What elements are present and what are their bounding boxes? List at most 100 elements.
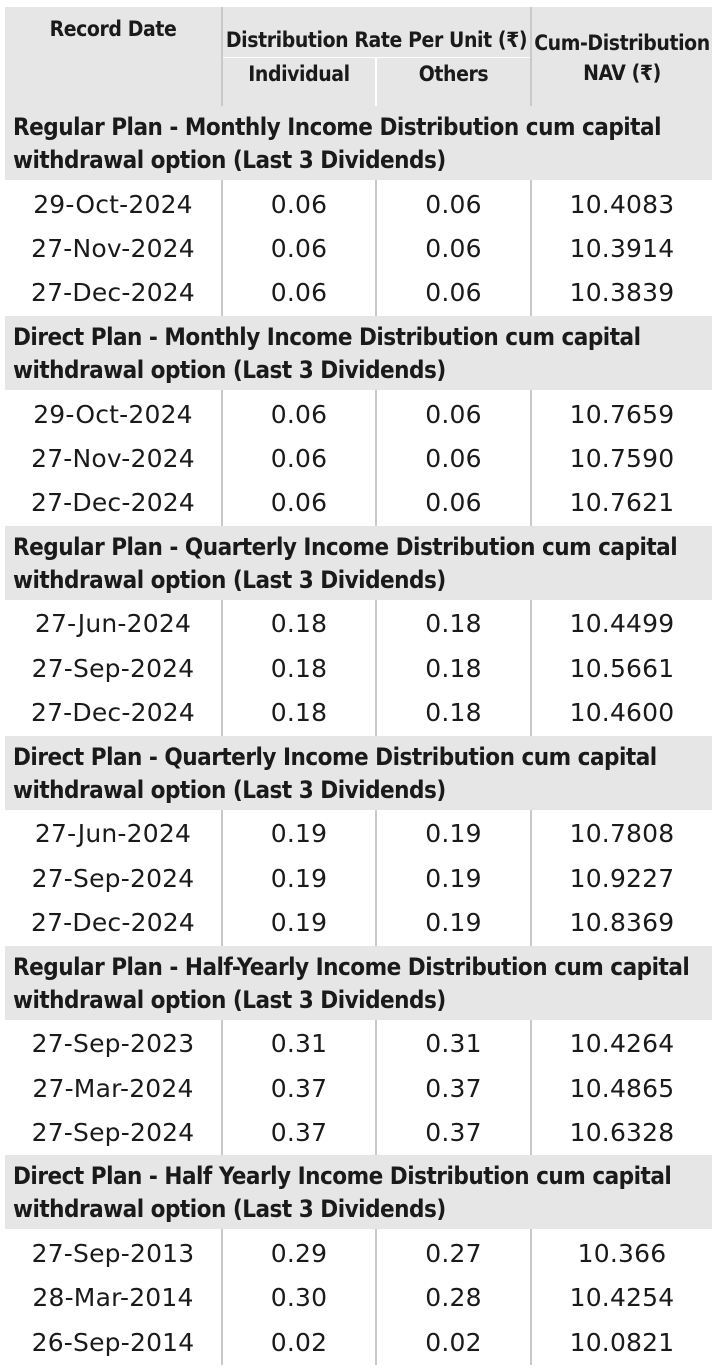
- individual-rate-cell: 0.06: [221, 480, 376, 526]
- table-row: 29-Oct-2024 0.06 0.06 10.4083: [5, 180, 712, 227]
- others-rate-cell: 0.28: [375, 1275, 531, 1321]
- cum-nav-cell: 10.5661: [530, 646, 712, 691]
- individual-rate-cell: 0.19: [221, 855, 376, 901]
- cum-nav-cell: 10.9227: [530, 855, 712, 901]
- table-row: 27-Sep-2013 0.29 0.27 10.366: [5, 1229, 712, 1276]
- record-date-cell: 27-Mar-2024: [32, 1073, 194, 1103]
- record-date-cell: 27-Jun-2024: [34, 609, 192, 639]
- cum-nav-cell: 10.4264: [530, 1019, 712, 1066]
- cum-nav-cell: 10.0821: [530, 1320, 712, 1366]
- cum-nav-cell: 10.7621: [530, 480, 712, 526]
- section-title: Regular Plan - Monthly Income Distributi…: [5, 106, 712, 180]
- section-title: Direct Plan - Quarterly Income Distribut…: [5, 735, 712, 810]
- table-row: 29-Oct-2024 0.06 0.06 10.7659: [5, 389, 712, 437]
- cum-nav-cell: 10.7659: [530, 389, 712, 437]
- others-rate-cell: 0.06: [375, 226, 531, 271]
- record-date-cell: 27-Sep-2024: [5, 1110, 222, 1156]
- individual-rate-cell: 0.06: [221, 180, 376, 227]
- others-rate-cell: 0.27: [375, 1229, 531, 1276]
- section-header-row: Regular Plan - Half-Yearly Income Distri…: [5, 945, 712, 1020]
- record-date-cell: 28-Mar-2014: [32, 1283, 194, 1313]
- individual-rate-cell: 0.06: [221, 226, 376, 271]
- record-date-cell: 27-Sep-2024: [31, 653, 195, 683]
- others-rate-cell: 0.06: [375, 480, 531, 526]
- record-date-cell: 29-Oct-2024: [33, 189, 193, 219]
- table-row: 27-Jun-2024 0.18 0.18 10.4499: [5, 599, 712, 647]
- individual-rate-cell: 0.06: [221, 436, 376, 481]
- others-rate-cell: 0.06: [375, 389, 531, 437]
- cum-nav-cell: 10.4499: [530, 599, 712, 647]
- cum-nav-cell: 10.8369: [530, 900, 712, 946]
- others-rate-cell: 0.06: [375, 436, 531, 481]
- record-date-cell: 27-Sep-2024: [31, 863, 195, 893]
- table-row: 27-Mar-2024 0.37 0.37 10.4865: [5, 1065, 712, 1111]
- individual-rate-cell: 0.19: [221, 809, 376, 856]
- cum-nav-cell: 10.4865: [530, 1065, 712, 1111]
- table-row: 27-Dec-2024 0.06 0.06 10.3839: [5, 270, 712, 316]
- others-rate-cell: 0.18: [375, 646, 531, 691]
- cum-nav-cell: 10.4254: [530, 1275, 712, 1321]
- others-rate-cell: 0.19: [375, 855, 531, 901]
- record-date-cell: 27-Dec-2024: [5, 480, 222, 526]
- record-date-cell: 27-Dec-2024: [5, 690, 222, 736]
- cum-nav-cell: 10.3914: [530, 226, 712, 271]
- section-header-row: Direct Plan - Monthly Income Distributio…: [5, 315, 712, 390]
- others-rate-cell: 0.19: [375, 809, 531, 856]
- cum-nav-cell: 10.4083: [530, 180, 712, 227]
- table-row: 27-Dec-2024 0.18 0.18 10.4600: [5, 690, 712, 736]
- individual-rate-cell: 0.37: [221, 1065, 376, 1111]
- record-date-header: Record Date: [5, 7, 222, 106]
- others-rate-cell: 0.37: [375, 1065, 531, 1111]
- cum-distribution-nav-header: Cum-Distribution NAV (₹): [530, 7, 712, 106]
- table-row: 27-Dec-2024 0.06 0.06 10.7621: [5, 480, 712, 526]
- cum-nav-cell: 10.6328: [530, 1110, 712, 1156]
- others-rate-cell: 0.19: [375, 900, 531, 946]
- record-date-cell: 27-Jun-2024: [34, 819, 192, 849]
- dividend-history-table: Record Date Distribution Rate Per Unit (…: [5, 7, 712, 1366]
- individual-rate-cell: 0.18: [221, 599, 376, 647]
- record-date-cell: 27-Sep-2023: [31, 1029, 195, 1059]
- individual-rate-cell: 0.18: [221, 646, 376, 691]
- table-row: 27-Nov-2024 0.06 0.06 10.3914: [5, 226, 712, 271]
- table-row: 26-Sep-2014 0.02 0.02 10.0821: [5, 1320, 712, 1366]
- table-row: 27-Nov-2024 0.06 0.06 10.7590: [5, 436, 712, 481]
- record-date-cell: 27-Dec-2024: [5, 270, 222, 316]
- record-date-cell: 27-Nov-2024: [31, 233, 195, 263]
- section-title: Direct Plan - Monthly Income Distributio…: [5, 315, 712, 390]
- others-rate-cell: 0.06: [375, 270, 531, 316]
- table-body: Regular Plan - Monthly Income Distributi…: [5, 106, 712, 1366]
- individual-header: Individual: [221, 57, 376, 106]
- individual-rate-cell: 0.06: [221, 270, 376, 316]
- individual-rate-cell: 0.37: [221, 1110, 376, 1156]
- cum-nav-header-line1: Cum-Distribution: [534, 30, 710, 55]
- record-date-cell: 29-Oct-2024: [33, 399, 193, 429]
- cum-nav-header-line2: NAV (₹): [583, 60, 661, 85]
- others-rate-cell: 0.06: [375, 180, 531, 227]
- section-header-row: Regular Plan - Monthly Income Distributi…: [5, 106, 712, 180]
- cum-nav-cell: 10.3839: [530, 270, 712, 316]
- table-row: 27-Sep-2023 0.31 0.31 10.4264: [5, 1019, 712, 1066]
- section-header-row: Regular Plan - Quarterly Income Distribu…: [5, 525, 712, 600]
- record-date-cell: 27-Dec-2024: [5, 900, 222, 946]
- section-title: Direct Plan - Half Yearly Income Distrib…: [5, 1154, 712, 1230]
- cum-nav-cell: 10.7808: [530, 809, 712, 856]
- table-row: 27-Sep-2024 0.18 0.18 10.5661: [5, 646, 712, 691]
- others-header: Others: [375, 57, 531, 106]
- table-row: 28-Mar-2014 0.30 0.28 10.4254: [5, 1275, 712, 1321]
- individual-rate-cell: 0.29: [221, 1229, 376, 1276]
- others-rate-cell: 0.31: [375, 1019, 531, 1066]
- section-header-row: Direct Plan - Half Yearly Income Distrib…: [5, 1154, 712, 1230]
- individual-rate-cell: 0.19: [221, 900, 376, 946]
- individual-rate-cell: 0.18: [221, 690, 376, 736]
- table-header: Record Date Distribution Rate Per Unit (…: [5, 7, 712, 106]
- others-rate-cell: 0.18: [375, 599, 531, 647]
- section-header-row: Direct Plan - Quarterly Income Distribut…: [5, 735, 712, 810]
- individual-rate-cell: 0.30: [221, 1275, 376, 1321]
- table-row: 27-Dec-2024 0.19 0.19 10.8369: [5, 900, 712, 946]
- record-date-cell: 26-Sep-2014: [5, 1320, 222, 1366]
- distribution-rate-header: Distribution Rate Per Unit (₹): [221, 7, 531, 58]
- section-title: Regular Plan - Quarterly Income Distribu…: [5, 525, 712, 600]
- individual-rate-cell: 0.02: [221, 1320, 376, 1366]
- table-row: 27-Jun-2024 0.19 0.19 10.7808: [5, 809, 712, 856]
- others-rate-cell: 0.37: [375, 1110, 531, 1156]
